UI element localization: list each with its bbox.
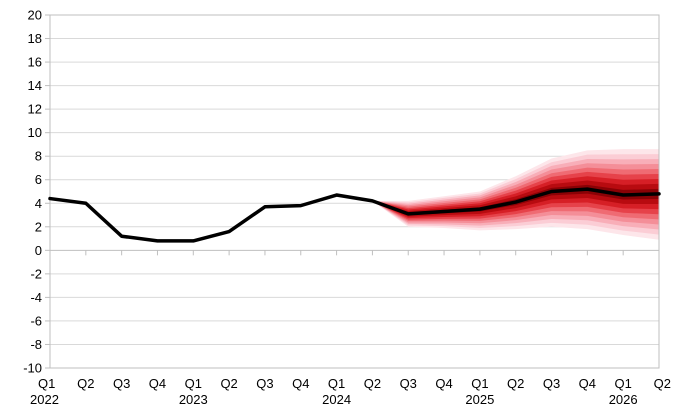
- y-tick-label: 14: [28, 78, 42, 93]
- y-tick-label: -2: [30, 266, 42, 281]
- series-line-layer: [48, 187, 661, 243]
- y-tick-label: -4: [30, 290, 42, 305]
- year-labels: 2022 2023 2024 2025 2026: [30, 392, 638, 407]
- plot-border: [49, 14, 660, 369]
- data-point: [228, 230, 230, 233]
- y-tick-label: 18: [28, 31, 42, 46]
- y-tick-label: 4: [35, 196, 42, 211]
- y-tick-labels: -10 -8 -6 -4 -2 0 2 4 6 8 10 12 14 16 18 20: [23, 8, 42, 376]
- y-tick-label: -6: [30, 313, 42, 328]
- data-point: [371, 200, 374, 202]
- data-point: [156, 240, 159, 242]
- data-point: [479, 208, 481, 210]
- x-tick-label: Q2: [654, 376, 671, 391]
- y-tick-label: -10: [23, 361, 42, 376]
- x-tick-label: Q1: [471, 376, 488, 391]
- y-tick-label: -8: [30, 337, 42, 352]
- x-tick-label: Q3: [400, 376, 417, 391]
- y-tick-label: 16: [28, 55, 42, 70]
- data-point: [443, 210, 445, 213]
- x-tick-label: Q3: [113, 376, 130, 391]
- y-tick-label: 10: [28, 125, 42, 140]
- y-tick-label: 20: [28, 8, 42, 23]
- year-label: 2023: [179, 392, 208, 407]
- data-point: [622, 194, 624, 196]
- x-tick-label: Q2: [220, 376, 237, 391]
- data-point: [85, 202, 87, 205]
- y-tick-label: 8: [35, 149, 42, 164]
- x-tick-label: Q3: [543, 376, 560, 391]
- x-tick-label: Q3: [256, 376, 273, 391]
- x-tick-labels: Q1 Q2 Q3 Q4 Q1 Q2 Q3 Q4 Q1 Q2 Q3 Q4 Q1 Q2 Q3 Q4 Q1 Q2: [38, 376, 671, 391]
- data-point: [335, 194, 338, 196]
- fan-band-9: [372, 184, 659, 216]
- fan-bands: [372, 149, 659, 240]
- x-tick-label: Q4: [579, 376, 596, 391]
- x-tick-label: Q2: [77, 376, 94, 391]
- x-tick-label: Q2: [364, 376, 381, 391]
- data-point: [586, 188, 589, 190]
- data-point: [658, 193, 660, 195]
- x-tick-label: Q1: [615, 376, 632, 391]
- x-tick-label: Q4: [149, 376, 166, 391]
- y-tick-label: 6: [35, 172, 42, 187]
- year-label: 2022: [30, 392, 59, 407]
- data-point: [264, 205, 266, 208]
- x-tick-label: Q4: [435, 376, 452, 391]
- year-label: 2026: [609, 392, 638, 407]
- data-point: [550, 190, 553, 193]
- data-point: [299, 204, 302, 207]
- x-tick-label: Q1: [328, 376, 345, 391]
- x-tick-label: Q4: [292, 376, 309, 391]
- x-tick-label: Q1: [38, 376, 55, 391]
- y-tick-label: 12: [28, 102, 42, 117]
- y-tick-label: 2: [35, 219, 42, 234]
- year-label: 2024: [322, 392, 351, 407]
- x-tick-label: Q1: [185, 376, 202, 391]
- data-point: [120, 235, 123, 238]
- x-tick-label: Q2: [507, 376, 524, 391]
- year-label: 2025: [465, 392, 494, 407]
- data-point: [192, 240, 195, 242]
- series-line: [48, 187, 661, 243]
- axes: [45, 14, 660, 369]
- data-point: [514, 201, 517, 203]
- gridlines: [50, 14, 659, 369]
- data-point: [407, 213, 410, 215]
- y-tick-label: 0: [35, 243, 42, 258]
- data-point: [49, 197, 51, 200]
